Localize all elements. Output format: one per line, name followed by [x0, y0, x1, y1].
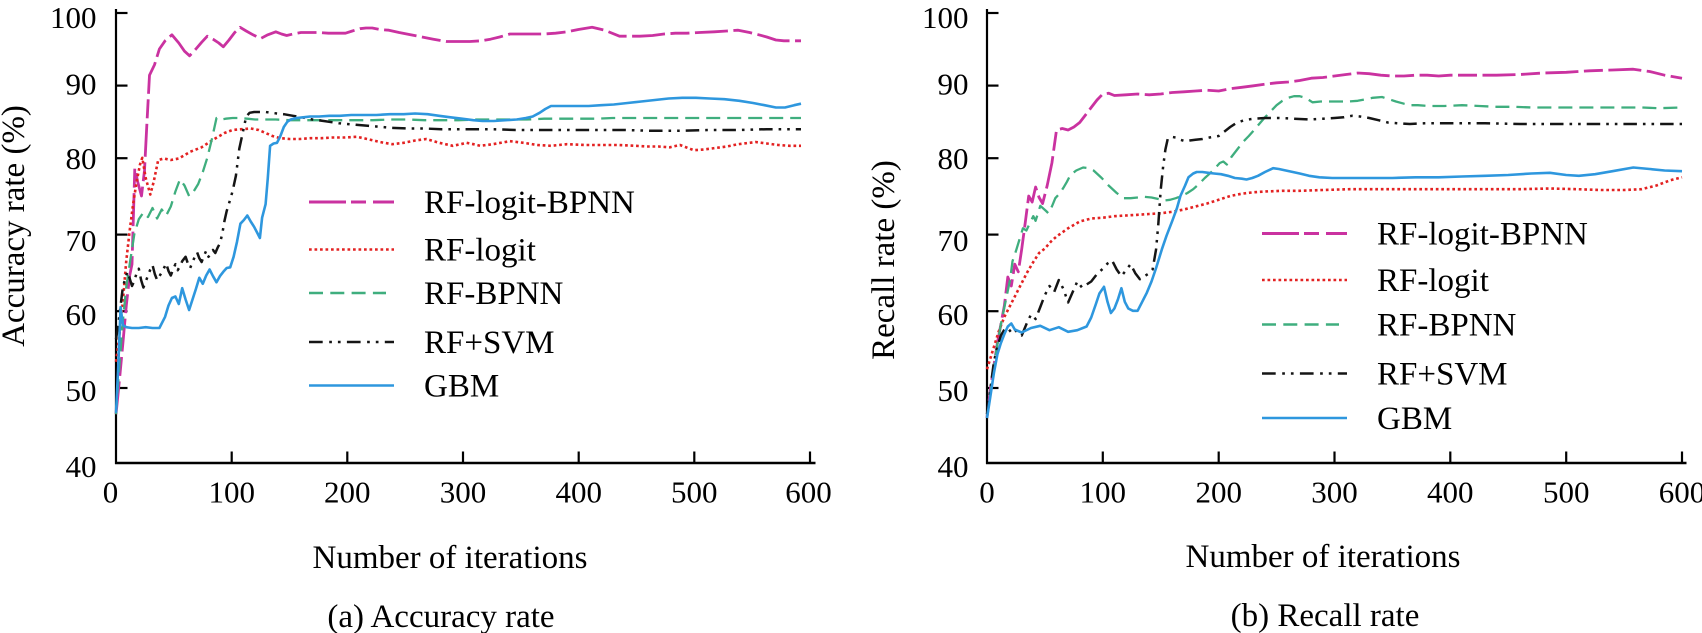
- svg-text:300: 300: [1311, 475, 1358, 510]
- svg-text:RF+SVM: RF+SVM: [1377, 357, 1508, 393]
- svg-text:RF-logit-BPNN: RF-logit-BPNN: [1377, 217, 1588, 253]
- svg-text:200: 200: [324, 475, 371, 510]
- svg-text:70: 70: [938, 223, 969, 258]
- svg-text:RF-BPNN: RF-BPNN: [1377, 308, 1517, 344]
- svg-text:RF-BPNN: RF-BPNN: [424, 276, 564, 312]
- svg-text:100: 100: [50, 0, 97, 35]
- svg-text:300: 300: [440, 475, 487, 510]
- svg-text:(b) Recall rate: (b) Recall rate: [1231, 598, 1420, 633]
- svg-text:70: 70: [66, 223, 97, 258]
- svg-text:GBM: GBM: [424, 369, 499, 405]
- svg-text:(a) Accuracy rate: (a) Accuracy rate: [327, 599, 554, 633]
- svg-text:50: 50: [938, 373, 969, 408]
- svg-text:RF+SVM: RF+SVM: [424, 325, 555, 361]
- svg-text:100: 100: [922, 0, 969, 35]
- svg-text:Number of iterations: Number of iterations: [1186, 539, 1461, 575]
- svg-text:80: 80: [66, 141, 97, 176]
- svg-text:90: 90: [66, 67, 97, 102]
- svg-text:600: 600: [1659, 475, 1702, 510]
- svg-text:RF-logit: RF-logit: [424, 233, 536, 269]
- svg-text:500: 500: [1543, 475, 1590, 510]
- svg-text:GBM: GBM: [1377, 401, 1452, 437]
- svg-text:50: 50: [66, 373, 97, 408]
- svg-text:90: 90: [938, 67, 969, 102]
- svg-text:400: 400: [1427, 475, 1474, 510]
- svg-text:RF-logit: RF-logit: [1377, 263, 1489, 299]
- svg-text:40: 40: [66, 449, 97, 484]
- svg-text:200: 200: [1195, 475, 1242, 510]
- svg-text:Accuracy rate (%): Accuracy rate (%): [0, 105, 32, 347]
- svg-text:500: 500: [671, 475, 718, 510]
- svg-text:Number of iterations: Number of iterations: [313, 540, 588, 576]
- svg-text:400: 400: [555, 475, 602, 510]
- svg-text:100: 100: [1080, 475, 1127, 510]
- svg-text:0: 0: [103, 475, 119, 510]
- svg-text:100: 100: [208, 475, 255, 510]
- svg-text:60: 60: [938, 297, 969, 332]
- svg-text:600: 600: [785, 475, 832, 510]
- svg-text:80: 80: [938, 141, 969, 176]
- svg-text:Recall rate (%): Recall rate (%): [866, 160, 902, 360]
- svg-text:RF-logit-BPNN: RF-logit-BPNN: [424, 185, 635, 221]
- svg-text:40: 40: [938, 449, 969, 484]
- svg-text:60: 60: [66, 297, 97, 332]
- svg-text:0: 0: [979, 475, 995, 510]
